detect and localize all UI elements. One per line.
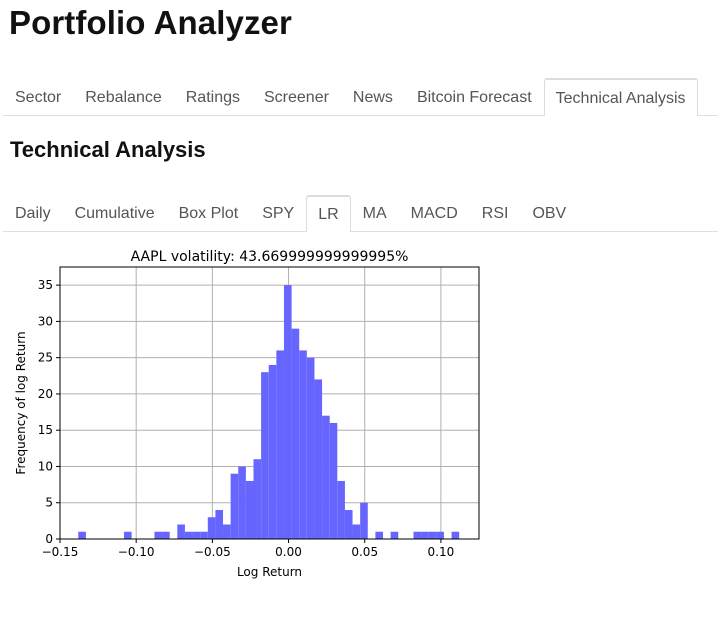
chart-grid xyxy=(59,267,479,540)
main-tabs: Sector Rebalance Ratings Screener News B… xyxy=(3,78,718,116)
x-tick-label: 0.00 xyxy=(275,545,302,559)
histogram-bar xyxy=(123,531,132,539)
tab-box-plot[interactable]: Box Plot xyxy=(178,205,239,222)
tab-screener[interactable]: Screener xyxy=(264,89,329,106)
y-tick-label: 5 xyxy=(45,496,53,510)
tab-rebalance[interactable]: Rebalance xyxy=(85,89,162,106)
histogram-bar xyxy=(306,357,315,539)
histogram-bar xyxy=(192,531,201,539)
y-tick-label: 35 xyxy=(38,278,53,292)
histogram-bars xyxy=(78,285,460,539)
analysis-tabs: Daily Cumulative Box Plot SPY LR MA MACD… xyxy=(3,195,718,232)
tab-ratings[interactable]: Ratings xyxy=(185,89,240,106)
tab-obv[interactable]: OBV xyxy=(532,205,567,222)
tab-news[interactable]: News xyxy=(352,89,393,106)
histogram-bar xyxy=(223,524,231,539)
x-axis-label: Log Return xyxy=(237,565,302,579)
y-tick-label: 20 xyxy=(38,387,53,401)
histogram-bar xyxy=(314,379,323,539)
tab-technical-analysis[interactable]: Technical Analysis xyxy=(543,78,698,116)
histogram-bar xyxy=(344,509,353,539)
x-tick-label: 0.10 xyxy=(428,545,455,559)
histogram-bar xyxy=(413,531,422,539)
log-return-histogram: −0.15 −0.10 −0.05 0.00 0.05 0.10 0 5 10 15 20 25 30 3… xyxy=(14,249,480,579)
histogram-bar xyxy=(390,531,399,539)
histogram-bar xyxy=(299,350,307,539)
histogram-bar xyxy=(78,531,86,539)
y-tick-label: 0 xyxy=(45,532,53,546)
histogram-bar xyxy=(200,531,208,539)
histogram-bar xyxy=(352,524,361,539)
tab-bitcoin-forecast[interactable]: Bitcoin Forecast xyxy=(416,89,532,106)
histogram-bar xyxy=(238,466,246,539)
histogram-bar xyxy=(276,350,284,539)
histogram-bar xyxy=(177,524,185,539)
tab-rsi[interactable]: RSI xyxy=(481,205,509,222)
histogram-bar xyxy=(337,480,345,539)
tab-daily[interactable]: Daily xyxy=(15,205,51,222)
tab-sector[interactable]: Sector xyxy=(15,89,62,106)
histogram-bar xyxy=(215,509,224,539)
y-tick-label: 15 xyxy=(38,423,53,437)
histogram-bar xyxy=(283,285,292,539)
y-tick-label: 10 xyxy=(38,459,53,473)
tab-cumulative[interactable]: Cumulative xyxy=(74,205,155,222)
histogram-bar xyxy=(245,480,254,539)
histogram-bar xyxy=(375,531,384,539)
histogram-bar xyxy=(322,415,330,539)
y-axis-label: Frequency of log Return xyxy=(14,331,28,474)
tab-lr[interactable]: LR xyxy=(306,195,351,232)
histogram-bar xyxy=(230,473,239,539)
x-tick-label: −0.15 xyxy=(42,545,79,559)
y-tick-label: 30 xyxy=(38,314,53,328)
histogram-bar xyxy=(184,531,193,539)
tab-spy[interactable]: SPY xyxy=(262,205,295,222)
histogram-bar xyxy=(162,531,170,539)
histogram-bar xyxy=(421,531,429,539)
chart-title: AAPL volatility: 43.669999999999995% xyxy=(131,249,409,265)
histogram-bar xyxy=(329,422,338,539)
histogram-bar xyxy=(428,531,437,539)
y-tick-label: 25 xyxy=(38,351,53,365)
section-title: Technical Analysis xyxy=(10,137,206,162)
app-title: Portfolio Analyzer xyxy=(9,4,292,41)
histogram-bar xyxy=(291,328,300,539)
chart-ticks: −0.15 −0.10 −0.05 0.00 0.05 0.10 0 5 10 15 20 25 30 3… xyxy=(38,278,455,559)
histogram-bar xyxy=(253,459,262,539)
x-tick-label: 0.05 xyxy=(351,545,378,559)
histogram-bar xyxy=(268,364,277,539)
histogram-bar xyxy=(436,531,444,539)
x-tick-label: −0.10 xyxy=(118,545,155,559)
tab-macd[interactable]: MACD xyxy=(410,205,458,222)
histogram-bar xyxy=(261,372,269,539)
histogram-bar xyxy=(207,517,216,539)
x-tick-label: −0.05 xyxy=(194,545,231,559)
histogram-bar xyxy=(154,531,163,539)
histogram-bar xyxy=(451,531,460,539)
histogram-bar xyxy=(360,502,368,539)
tab-ma[interactable]: MA xyxy=(362,205,387,222)
plot-frame xyxy=(59,266,480,540)
